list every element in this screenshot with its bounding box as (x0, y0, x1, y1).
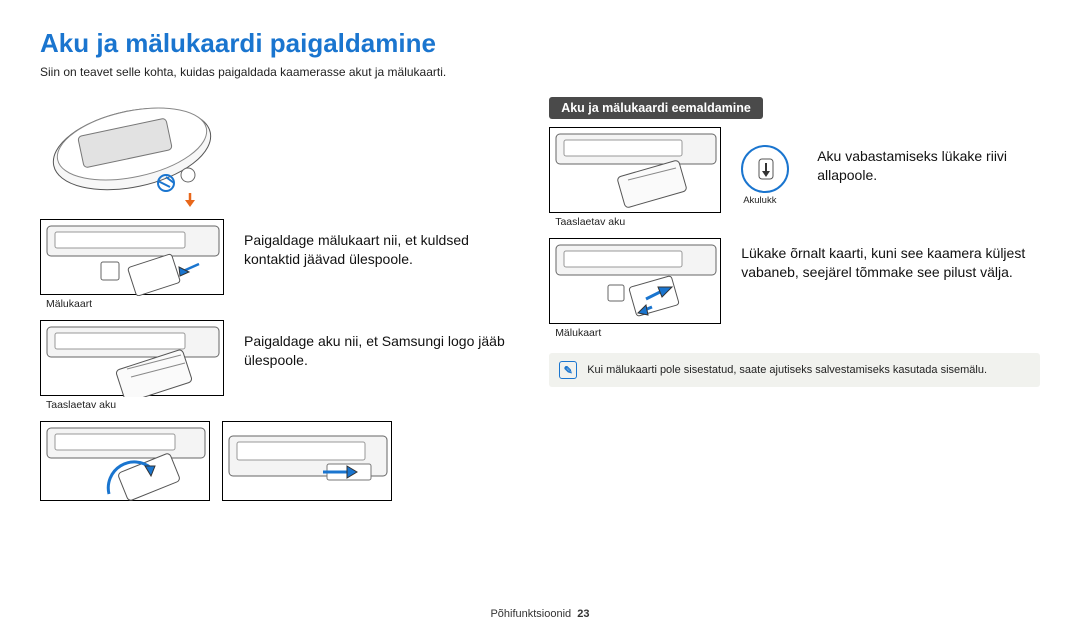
remove-memory-card-caption: Mälukaart (549, 324, 721, 339)
battery-lock-callout (741, 145, 789, 193)
removal-section-header: Aku ja mälukaardi eemaldamine (549, 97, 763, 119)
close-cover-figure-1 (40, 421, 210, 501)
install-step-1 (40, 97, 521, 209)
content-columns: Mälukaart Paigaldage mälukaart nii, et k… (40, 97, 1040, 501)
left-column: Mälukaart Paigaldage mälukaart nii, et k… (40, 97, 521, 501)
note-text: Kui mälukaarti pole sisestatud, saate aj… (587, 364, 987, 376)
camera-sketch-svg (40, 97, 224, 209)
remove-step-memory-card: Mälukaart Lükake õrnalt kaarti, kuni see… (549, 238, 1040, 339)
note-box: ✎ Kui mälukaarti pole sisestatud, saate … (549, 353, 1040, 387)
install-step-battery: Taaslaetav aku Paigaldage aku nii, et Sa… (40, 320, 521, 411)
remove-step-battery: Taaslaetav aku Akulukk Aku vabastamiseks… (549, 127, 1040, 228)
memory-card-figure (40, 219, 224, 295)
page-title: Aku ja mälukaardi paigaldamine (40, 28, 1040, 59)
footer-page-number: 23 (577, 608, 589, 620)
right-column: Aku ja mälukaardi eemaldamine Taaslaetav… (549, 97, 1040, 501)
battery-lock-label: Akulukk (743, 195, 776, 206)
install-step-memory-card: Mälukaart Paigaldage mälukaart nii, et k… (40, 219, 521, 310)
camera-overview-figure (40, 97, 224, 209)
battery-caption: Taaslaetav aku (40, 396, 224, 411)
remove-memory-card-figure (549, 238, 721, 324)
note-icon: ✎ (559, 361, 577, 379)
remove-memory-card-desc: Lükake õrnalt kaarti, kuni see kaamera k… (741, 238, 1040, 282)
closing-figures (40, 421, 521, 501)
battery-figure (40, 320, 224, 396)
memory-card-caption: Mälukaart (40, 295, 224, 310)
remove-battery-desc: Aku vabastamiseks lükake riivi allapoole… (817, 127, 1040, 185)
footer-section: Põhifunktsioonid (490, 608, 571, 620)
remove-battery-caption: Taaslaetav aku (549, 213, 721, 228)
memory-card-desc: Paigaldage mälukaart nii, et kuldsed kon… (244, 219, 521, 269)
battery-desc: Paigaldage aku nii, et Samsungi logo jää… (244, 320, 521, 370)
page-subtitle: Siin on teavet selle kohta, kuidas paiga… (40, 65, 1040, 79)
page-footer: Põhifunktsioonid 23 (0, 608, 1080, 620)
remove-battery-figure (549, 127, 721, 213)
close-cover-figure-2 (222, 421, 392, 501)
